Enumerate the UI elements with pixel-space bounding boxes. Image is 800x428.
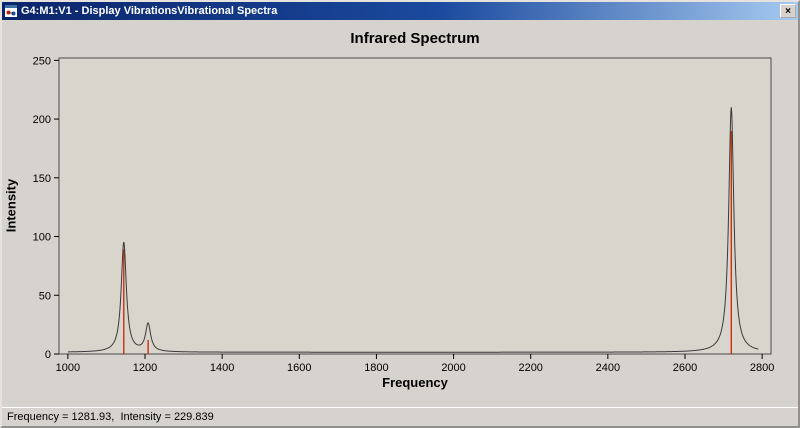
- x-tick-label: 2000: [441, 362, 465, 374]
- x-tick-label: 1600: [287, 362, 311, 374]
- plot-frame: [58, 57, 772, 355]
- spectrum-curve: [67, 107, 759, 353]
- x-tick-label: 1400: [210, 362, 234, 374]
- x-tick-label: 1800: [364, 362, 388, 374]
- spectrum-plot[interactable]: 1000 1200 1400 1600 1800 2000 2200 2400 2600 2800…: [2, 20, 798, 407]
- x-tick-label: 1200: [133, 362, 157, 374]
- chart-panel: 1000 1200 1400 1600 1800 2000 2200 2400 2600 2800…: [2, 20, 798, 407]
- chart-title: Infrared Spectrum: [350, 30, 480, 47]
- app-icon: [4, 4, 18, 18]
- y-tick-label: 200: [33, 114, 51, 126]
- x-tick-label: 2200: [518, 362, 542, 374]
- x-tick-label: 1000: [56, 362, 80, 374]
- y-tick-label: 150: [33, 173, 51, 185]
- status-bar: Frequency = 1281.93, Intensity = 229.839: [2, 407, 798, 426]
- y-axis-label: Intensity: [3, 178, 19, 233]
- y-tick-label: 50: [39, 290, 51, 302]
- x-tick-label: 2800: [750, 362, 774, 374]
- close-button[interactable]: ×: [780, 4, 796, 18]
- x-axis-label: Frequency: [382, 375, 448, 390]
- x-tick-label: 2600: [673, 362, 697, 374]
- status-readout: Frequency = 1281.93, Intensity = 229.839: [7, 411, 214, 423]
- y-tick-label: 250: [33, 55, 51, 67]
- y-tick-label: 0: [45, 349, 51, 361]
- title-bar[interactable]: G4:M1:V1 - Display VibrationsVibrational…: [2, 2, 798, 20]
- y-tick-label: 100: [33, 232, 51, 244]
- window-title: G4:M1:V1 - Display VibrationsVibrational…: [21, 5, 278, 17]
- x-tick-label: 2400: [596, 362, 620, 374]
